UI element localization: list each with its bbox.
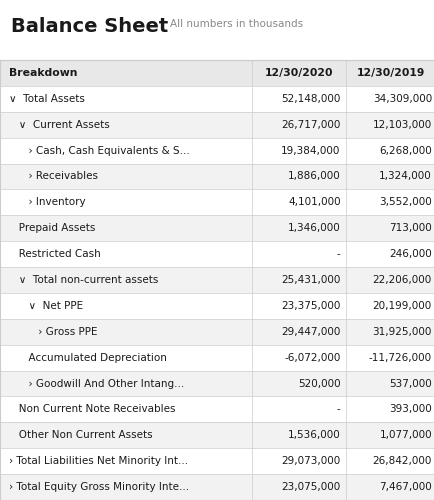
- Text: 25,431,000: 25,431,000: [281, 275, 340, 285]
- Bar: [0, 216, 434, 241]
- Text: 246,000: 246,000: [388, 249, 431, 259]
- Text: 393,000: 393,000: [388, 404, 431, 414]
- Text: › Gross PPE: › Gross PPE: [9, 327, 97, 337]
- Text: Accumulated Depreciation: Accumulated Depreciation: [9, 352, 166, 362]
- Bar: [0, 319, 434, 344]
- Bar: [0, 370, 434, 396]
- Text: ∨  Net PPE: ∨ Net PPE: [9, 301, 82, 311]
- Bar: [0, 396, 434, 422]
- Text: 1,077,000: 1,077,000: [378, 430, 431, 440]
- Text: 23,375,000: 23,375,000: [281, 301, 340, 311]
- Text: 12/30/2020: 12/30/2020: [264, 68, 332, 78]
- Bar: [0, 86, 434, 112]
- Text: 31,925,000: 31,925,000: [372, 327, 431, 337]
- Text: Balance Sheet: Balance Sheet: [11, 18, 168, 36]
- Text: › Goodwill And Other Intang...: › Goodwill And Other Intang...: [9, 378, 184, 388]
- Text: › Receivables: › Receivables: [9, 172, 98, 181]
- Bar: [0, 60, 434, 86]
- Text: › Inventory: › Inventory: [9, 198, 85, 207]
- Text: 20,199,000: 20,199,000: [372, 301, 431, 311]
- Text: 1,536,000: 1,536,000: [287, 430, 340, 440]
- Text: Restricted Cash: Restricted Cash: [9, 249, 100, 259]
- Bar: [0, 448, 434, 474]
- Text: 1,324,000: 1,324,000: [378, 172, 431, 181]
- Text: Other Non Current Assets: Other Non Current Assets: [9, 430, 152, 440]
- Text: 1,886,000: 1,886,000: [287, 172, 340, 181]
- Text: ∨  Current Assets: ∨ Current Assets: [9, 120, 109, 130]
- Text: 26,842,000: 26,842,000: [372, 456, 431, 466]
- Text: 23,075,000: 23,075,000: [281, 482, 340, 492]
- Text: 6,268,000: 6,268,000: [378, 146, 431, 156]
- Bar: [0, 190, 434, 216]
- Bar: [0, 138, 434, 164]
- Text: 12/30/2019: 12/30/2019: [356, 68, 425, 78]
- Text: All numbers in thousands: All numbers in thousands: [169, 19, 302, 29]
- Text: 537,000: 537,000: [388, 378, 431, 388]
- Bar: [0, 112, 434, 138]
- Text: -6,072,000: -6,072,000: [283, 352, 340, 362]
- Text: Non Current Note Receivables: Non Current Note Receivables: [9, 404, 175, 414]
- Text: 19,384,000: 19,384,000: [281, 146, 340, 156]
- Text: 1,346,000: 1,346,000: [287, 223, 340, 233]
- Text: 3,552,000: 3,552,000: [378, 198, 431, 207]
- Bar: [0, 293, 434, 319]
- Text: -: -: [336, 404, 340, 414]
- Text: 22,206,000: 22,206,000: [372, 275, 431, 285]
- Text: Prepaid Assets: Prepaid Assets: [9, 223, 95, 233]
- Text: 29,447,000: 29,447,000: [281, 327, 340, 337]
- Text: 713,000: 713,000: [388, 223, 431, 233]
- Text: 7,467,000: 7,467,000: [378, 482, 431, 492]
- Text: ∨  Total Assets: ∨ Total Assets: [9, 94, 84, 104]
- Text: 12,103,000: 12,103,000: [372, 120, 431, 130]
- Text: 29,073,000: 29,073,000: [281, 456, 340, 466]
- Text: -: -: [336, 249, 340, 259]
- Bar: [0, 474, 434, 500]
- Text: › Total Liabilities Net Minority Int...: › Total Liabilities Net Minority Int...: [9, 456, 187, 466]
- Text: › Total Equity Gross Minority Inte...: › Total Equity Gross Minority Inte...: [9, 482, 188, 492]
- Text: 34,309,000: 34,309,000: [372, 94, 431, 104]
- Text: › Cash, Cash Equivalents & S...: › Cash, Cash Equivalents & S...: [9, 146, 189, 156]
- Bar: [0, 344, 434, 370]
- Text: 52,148,000: 52,148,000: [281, 94, 340, 104]
- Text: Breakdown: Breakdown: [9, 68, 77, 78]
- Bar: [0, 267, 434, 293]
- Text: ∨  Total non-current assets: ∨ Total non-current assets: [9, 275, 158, 285]
- Bar: [0, 422, 434, 448]
- Bar: [0, 241, 434, 267]
- Text: 520,000: 520,000: [297, 378, 340, 388]
- Text: -11,726,000: -11,726,000: [368, 352, 431, 362]
- Text: 26,717,000: 26,717,000: [281, 120, 340, 130]
- Text: 4,101,000: 4,101,000: [287, 198, 340, 207]
- Bar: [0, 164, 434, 190]
